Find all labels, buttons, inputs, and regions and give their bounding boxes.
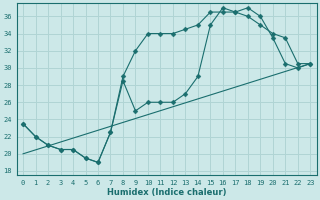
X-axis label: Humidex (Indice chaleur): Humidex (Indice chaleur) <box>107 188 227 197</box>
